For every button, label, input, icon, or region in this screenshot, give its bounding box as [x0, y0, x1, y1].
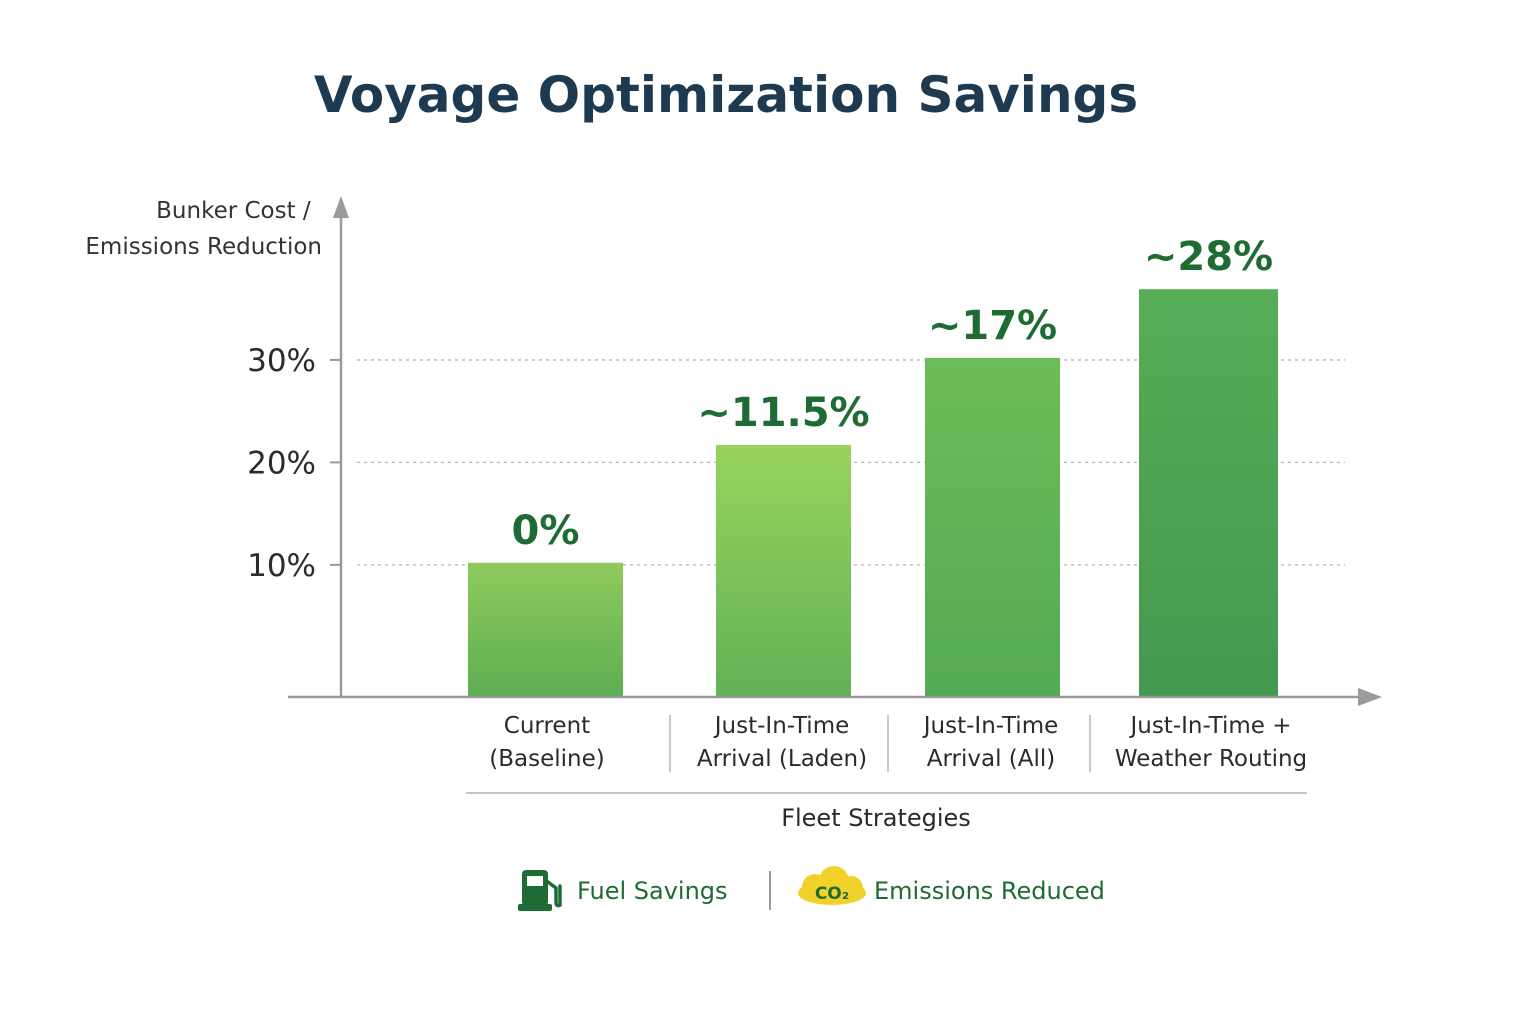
y-axis-arrow: [333, 196, 349, 218]
category-label: Just-In-Time Arrival (Laden): [697, 713, 867, 772]
axes: [288, 196, 1382, 706]
bar-value-label: ~17%: [928, 303, 1057, 349]
bar-value-label: 0%: [512, 508, 580, 554]
legend-item-fuel: Fuel Savings: [518, 870, 728, 911]
bars: [468, 289, 1278, 696]
gridlines: [330, 358, 1345, 566]
category-separators: [669, 715, 1091, 772]
bar-value-labels: 0% ~11.5% ~17% ~28%: [512, 234, 1274, 554]
co2-icon-text: CO₂: [815, 884, 849, 904]
category-labels: Current (Baseline) Just-In-Time Arrival (La…: [489, 713, 1307, 772]
category-label: Just-In-Time Arrival (All): [922, 713, 1059, 772]
bar: [1139, 289, 1278, 696]
y-tick-label: 20%: [247, 445, 316, 481]
bar-value-label: ~11.5%: [697, 390, 869, 436]
x-axis-arrow: [1358, 688, 1382, 706]
category-label: Just-In-Time + Weather Routing: [1115, 713, 1307, 772]
co2-cloud-icon: CO₂: [798, 866, 866, 905]
x-axis-label: Fleet Strategies: [781, 804, 971, 832]
y-tick-label: 30%: [247, 343, 316, 379]
legend: Fuel Savings CO₂ Emissions Reduced: [518, 866, 1105, 911]
y-axis-label: Bunker Cost / Emissions Reduction: [85, 198, 322, 260]
bar: [468, 562, 623, 696]
y-tick-label: 10%: [247, 548, 316, 584]
bar: [925, 357, 1060, 696]
bar: [716, 444, 851, 696]
fuel-pump-icon: [518, 870, 562, 911]
legend-label: Fuel Savings: [577, 877, 728, 905]
chart-title: Voyage Optimization Savings: [314, 66, 1138, 124]
legend-label: Emissions Reduced: [874, 877, 1105, 905]
y-tick-labels: 10% 20% 30%: [247, 343, 316, 584]
legend-item-co2: CO₂ Emissions Reduced: [798, 866, 1105, 905]
bar-value-label: ~28%: [1144, 234, 1273, 280]
category-label: Current (Baseline): [489, 713, 604, 772]
